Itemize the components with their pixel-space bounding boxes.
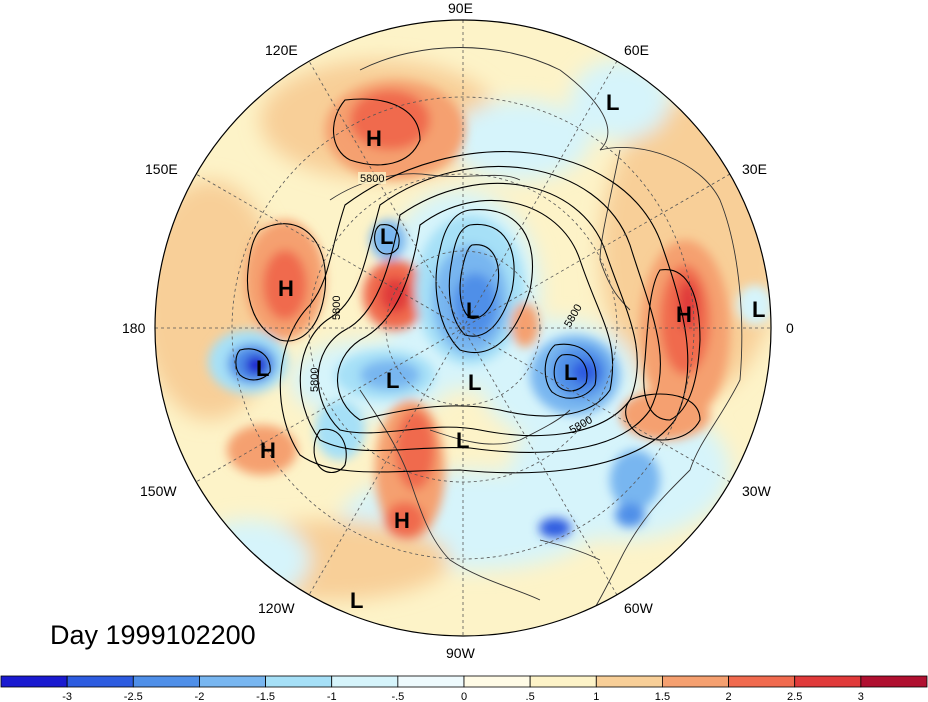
pressure-center-low: L: [456, 428, 469, 453]
graticule: [155, 20, 771, 636]
colorbar-tick-label: 1: [593, 691, 599, 702]
polar-map: 5800 5800 5800 5800 5800 90E 60E 30E 0 3…: [122, 0, 794, 661]
lon-label-120e: 120E: [265, 42, 298, 58]
colorbar-tick-label: -2.5: [124, 691, 143, 702]
colorbar-swatch: [662, 675, 729, 688]
contour-label: 5800: [309, 368, 321, 392]
colorbar-tick-label: -.5: [391, 691, 404, 702]
colorbar-swatch: [397, 675, 465, 688]
lon-label-90w: 90W: [446, 645, 476, 661]
lon-label-0: 0: [786, 320, 794, 336]
height-contours: [235, 98, 701, 474]
lon-label-30w: 30W: [742, 483, 772, 499]
pressure-center-low: L: [380, 224, 393, 249]
pressure-center-low: L: [466, 298, 479, 323]
colorbar-tick-label: 1.5: [655, 691, 670, 702]
lon-label-90e: 90E: [448, 0, 473, 16]
pressure-center-low: L: [752, 297, 765, 322]
lon-label-30e: 30E: [742, 161, 767, 177]
map-boundary: [154, 19, 772, 637]
lon-label-60w: 60W: [624, 600, 654, 616]
contour-label: 5800: [360, 173, 384, 185]
colorbar: -3 -2.5 -2 -1.5 -1 -.5 0 .5 1 1.5 2 2.5 3: [0, 675, 928, 702]
colorbar-tick-label: -1.5: [256, 691, 275, 702]
colorbar-tick-label: -1: [327, 691, 337, 702]
colorbar-tick-label: 0: [461, 691, 467, 702]
colorbar-swatches: [0, 675, 928, 688]
colorbar-tick-label: .5: [526, 691, 535, 702]
longitude-labels: 90E 60E 30E 0 30W 60W 90W 120W 150W 180 …: [122, 0, 794, 661]
colorbar-tick-label: 3: [858, 691, 864, 702]
colorbar-swatch: [860, 675, 928, 688]
pressure-centers: H L L H H L L L L L L H L H L: [256, 90, 765, 613]
lon-label-150w: 150W: [140, 483, 177, 499]
colorbar-swatch: [463, 675, 531, 688]
lon-label-120w: 120W: [258, 600, 295, 616]
pressure-center-low: L: [468, 370, 481, 395]
colorbar-tick-label: -2: [195, 691, 205, 702]
contour-label: 5800: [331, 296, 343, 320]
pressure-center-high: H: [366, 126, 382, 151]
pressure-center-low: L: [350, 588, 363, 613]
colorbar-swatch: [199, 675, 266, 688]
colorbar-swatch: [0, 675, 68, 688]
colorbar-swatch: [331, 675, 399, 688]
date-label: Day 1999102200: [50, 620, 256, 650]
colorbar-swatch: [794, 675, 862, 688]
colorbar-swatch: [595, 675, 663, 688]
colorbar-swatch: [132, 675, 200, 688]
lon-label-60e: 60E: [624, 42, 649, 58]
pressure-center-low: L: [386, 368, 399, 393]
colorbar-swatch: [265, 675, 333, 688]
colorbar-tick-label: -3: [62, 691, 72, 702]
lon-label-180: 180: [122, 320, 146, 336]
pressure-center-high: H: [676, 302, 692, 327]
pressure-center-high: H: [394, 508, 410, 533]
pressure-center-low: L: [606, 90, 619, 115]
colorbar-tick-label: 2: [726, 691, 732, 702]
colorbar-swatch: [728, 675, 796, 688]
pressure-center-low: L: [564, 360, 577, 385]
colorbar-labels: -3 -2.5 -2 -1.5 -1 -.5 0 .5 1 1.5 2 2.5 3: [62, 691, 864, 702]
colorbar-swatch: [66, 675, 134, 688]
pressure-center-low: L: [256, 356, 269, 381]
colorbar-tick-label: 2.5: [787, 691, 802, 702]
colorbar-swatch: [529, 675, 597, 688]
pressure-center-high: H: [260, 438, 276, 463]
pressure-center-high: H: [278, 276, 294, 301]
lon-label-150e: 150E: [145, 161, 178, 177]
